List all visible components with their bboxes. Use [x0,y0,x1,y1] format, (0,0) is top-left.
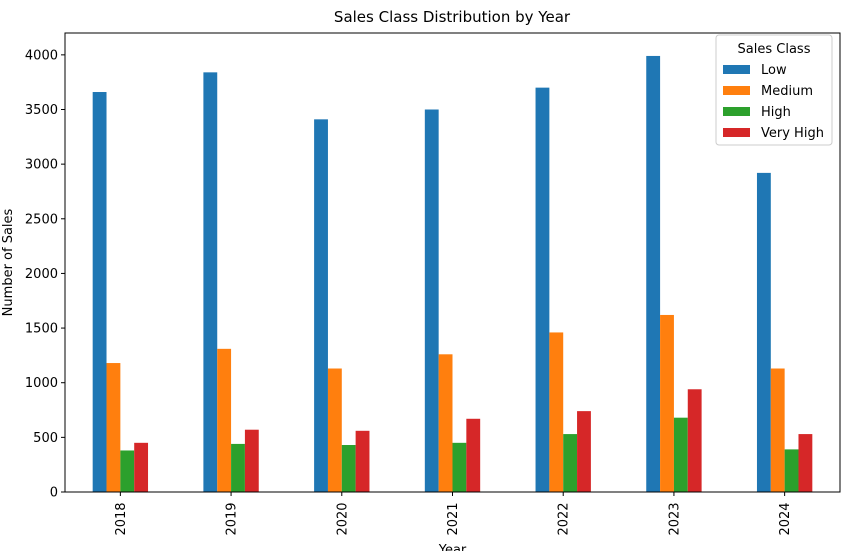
y-tick-label: 0 [50,486,58,501]
bar-high-2018 [120,450,135,492]
bar-medium-2018 [106,363,121,492]
y-axis-ticks: 0 500 1000 1500 2000 2500 3000 3500 4000 [25,48,65,501]
bar-medium-2020 [327,368,342,492]
bar-low-2019 [203,72,218,492]
bar-high-2021 [452,442,467,492]
bar-medium-2021 [438,354,453,492]
y-tick-label: 3000 [25,158,58,173]
bar-very-high-2022 [577,411,591,492]
bar-high-2022 [563,434,578,492]
bar-very-high-2019 [244,429,259,492]
bar-medium-2022 [549,332,564,492]
bar-high-2023 [673,417,688,492]
bar-low-2018 [92,92,107,492]
legend: Sales Class Low Medium High Very High [715,34,833,146]
chart-title: Sales Class Distribution by Year [334,8,571,26]
y-tick-label: 1000 [25,376,58,391]
x-tick-label: 2020 [335,502,350,535]
y-tick-label: 2500 [25,212,58,227]
bar-medium-2023 [660,314,674,492]
bars-group [92,55,813,493]
bar-medium-2019 [217,348,232,492]
x-tick-label: 2024 [778,502,793,535]
x-tick-label: 2023 [667,502,682,535]
legend-label-very-high: Very High [761,126,824,141]
y-tick-label: 2000 [25,267,58,282]
y-tick-label: 500 [33,431,58,446]
legend-label-medium: Medium [761,84,813,99]
legend-title: Sales Class [738,42,811,57]
bar-low-2023 [646,55,661,492]
legend-swatch-medium [723,86,750,95]
bar-low-2024 [756,172,771,492]
y-tick-label: 1500 [25,322,58,337]
bar-very-high-2021 [466,418,481,492]
x-axis-ticks: 2018 2019 2020 2021 2022 2023 2024 [114,492,793,536]
bar-low-2020 [314,119,328,492]
x-tick-label: 2021 [446,502,461,535]
bar-low-2022 [535,87,550,493]
bar-very-high-2023 [687,389,702,492]
legend-label-low: Low [761,63,787,78]
bar-very-high-2020 [355,430,370,492]
legend-swatch-low [723,65,750,74]
legend-items: Low Medium High Very High [723,63,824,141]
legend-swatch-high [723,107,750,116]
legend-box [715,34,833,146]
bar-low-2021 [424,109,439,492]
y-axis-label: Number of Sales [1,208,16,316]
bar-high-2020 [341,445,356,492]
legend-swatch-very-high [723,128,750,137]
bar-very-high-2024 [798,434,813,492]
plot-frame [64,32,841,493]
x-axis-label: Year [438,543,467,551]
y-tick-label: 3500 [25,103,58,118]
x-tick-label: 2018 [114,502,129,535]
bar-very-high-2018 [134,442,149,492]
bar-high-2024 [784,449,799,492]
x-tick-label: 2022 [557,502,572,535]
legend-label-high: High [761,105,791,120]
bar-high-2019 [231,443,245,492]
x-tick-label: 2019 [225,502,240,535]
y-tick-label: 4000 [25,48,58,63]
bar-medium-2024 [770,368,785,492]
